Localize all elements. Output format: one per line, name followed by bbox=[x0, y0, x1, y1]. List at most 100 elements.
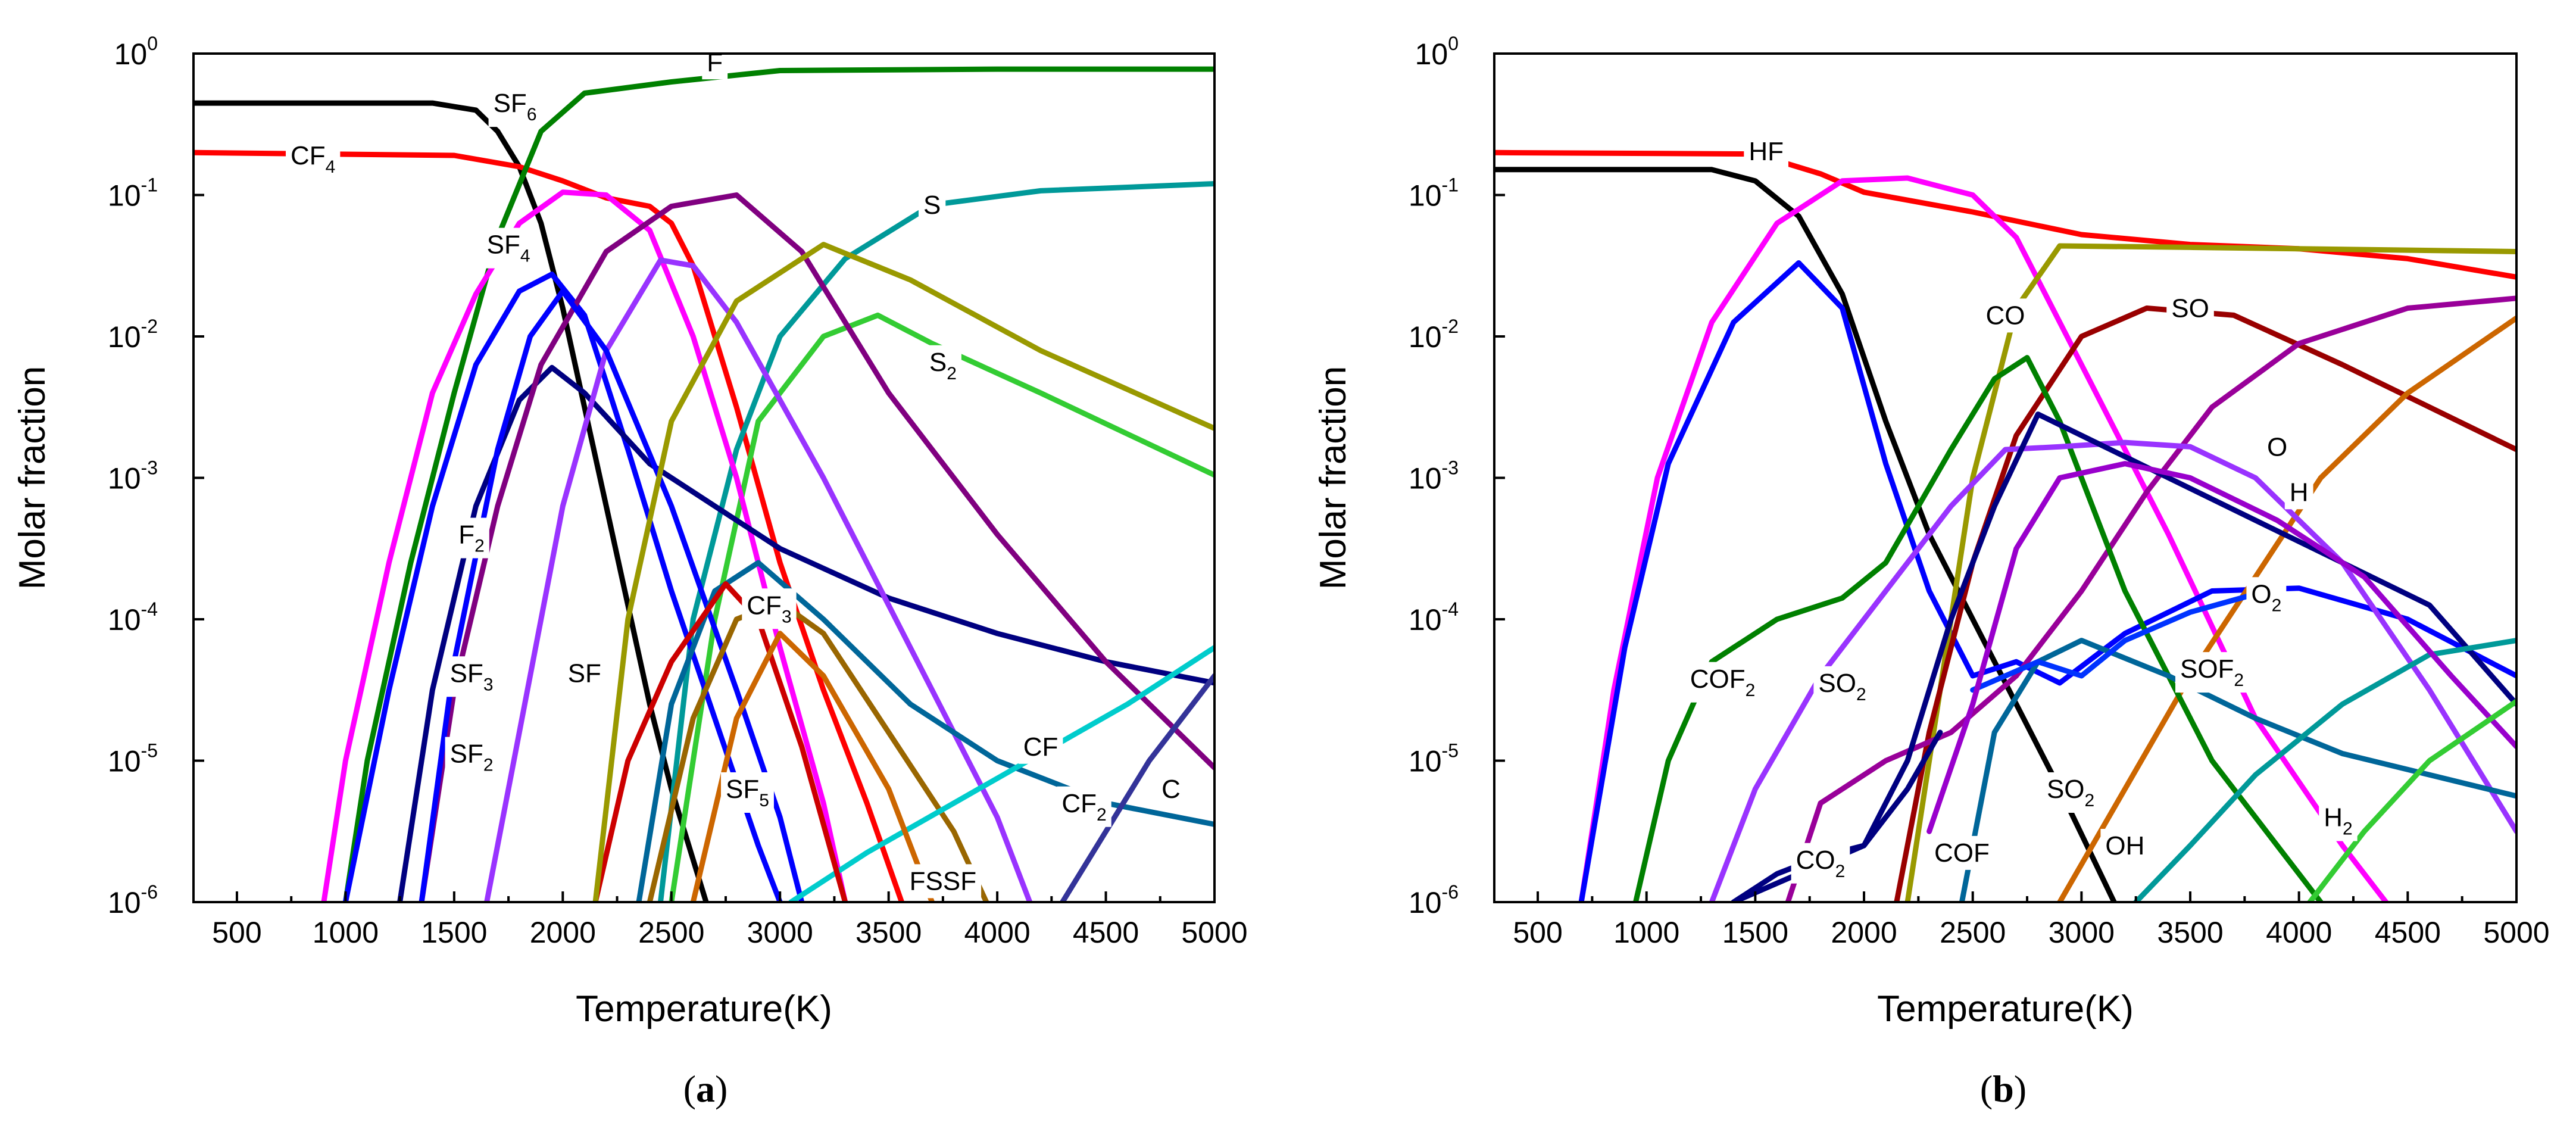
svg-text:CF4: CF4 bbox=[291, 141, 335, 177]
series-label-cf3: CF3 bbox=[742, 588, 797, 629]
series-label-so: SO bbox=[2166, 291, 2214, 326]
series-line-o2 bbox=[1970, 588, 2269, 693]
series-line-h2 bbox=[2307, 698, 2516, 902]
svg-text:H: H bbox=[2290, 478, 2309, 507]
svg-text:O2: O2 bbox=[2251, 579, 2281, 615]
series-label-c: C bbox=[1157, 772, 1185, 806]
series-label-cof: COF bbox=[1929, 835, 1994, 870]
series-line-sf2 bbox=[419, 192, 1214, 902]
series-line-oh bbox=[2133, 638, 2516, 902]
y-tick-label: 10-4 bbox=[1409, 598, 1459, 637]
y-tick-label: 10-3 bbox=[108, 457, 158, 495]
series-line-so bbox=[1894, 305, 2516, 902]
series-line-cf3 bbox=[647, 600, 989, 902]
svg-text:CF3: CF3 bbox=[747, 591, 791, 626]
y-tick-label: 10-5 bbox=[108, 740, 158, 778]
x-tick-label: 3500 bbox=[855, 916, 922, 949]
series-line-cf2 bbox=[636, 560, 1214, 902]
series-label-sf6: SF6 bbox=[488, 86, 542, 127]
x-tick-label: 5000 bbox=[1181, 916, 1247, 949]
y-tick-label: 10-1 bbox=[108, 174, 158, 213]
x-tick-label: 2000 bbox=[1831, 916, 1897, 949]
svg-text:SOF2: SOF2 bbox=[2180, 654, 2244, 690]
y-tick-label: 100 bbox=[114, 33, 158, 71]
svg-text:SO2: SO2 bbox=[1818, 669, 1866, 704]
y-axis-title: Molar fraction bbox=[12, 366, 53, 590]
series-line-f bbox=[342, 66, 1214, 902]
series-line-cf bbox=[788, 645, 1214, 902]
svg-text:SO2: SO2 bbox=[2047, 775, 2094, 810]
panel-caption: (a) bbox=[683, 1068, 728, 1110]
svg-text:OH: OH bbox=[2105, 831, 2144, 860]
y-tick-label: 100 bbox=[1415, 33, 1459, 71]
series-label-h: H bbox=[2284, 475, 2313, 510]
svg-text:SF: SF bbox=[568, 659, 601, 688]
series-group bbox=[193, 66, 1214, 902]
x-tick-label: 2000 bbox=[530, 916, 596, 949]
series-label-sf2: SF2 bbox=[445, 737, 498, 778]
x-tick-label: 4000 bbox=[2266, 916, 2332, 949]
x-tick-label: 1000 bbox=[313, 916, 379, 949]
svg-text:F: F bbox=[707, 48, 723, 77]
x-tick-label: 1000 bbox=[1613, 916, 1679, 949]
x-tick-label: 4500 bbox=[1073, 916, 1139, 949]
svg-text:SF2: SF2 bbox=[450, 740, 494, 775]
series-label-o2: O2 bbox=[2246, 577, 2287, 618]
x-tick-label: 3000 bbox=[747, 916, 813, 949]
series-label-sf: SF bbox=[563, 656, 606, 691]
svg-text:FSSF: FSSF bbox=[910, 866, 976, 896]
svg-text:CF: CF bbox=[1023, 732, 1058, 762]
series-label-co2: CO2 bbox=[1791, 843, 1850, 884]
x-tick-label: 1500 bbox=[421, 916, 487, 949]
x-tick-label: 4000 bbox=[964, 916, 1030, 949]
y-tick-label: 10-6 bbox=[1409, 881, 1459, 919]
series-line-s2-line bbox=[592, 242, 1214, 902]
series-label-cf: CF bbox=[1018, 729, 1063, 764]
plot-frame bbox=[192, 52, 1216, 903]
series-label-o: O bbox=[2262, 430, 2293, 464]
svg-text:HF: HF bbox=[1748, 137, 1784, 166]
series-line-sf6 bbox=[193, 100, 709, 902]
svg-text:SF5: SF5 bbox=[726, 775, 769, 810]
panel-caption: (b) bbox=[1980, 1068, 2027, 1110]
x-tick-label: 500 bbox=[1513, 916, 1562, 949]
series-label-s: S bbox=[918, 188, 946, 223]
x-tick-label: 2500 bbox=[1940, 916, 2006, 949]
series-label-hf: HF bbox=[1744, 134, 1788, 169]
series-line-cof bbox=[1959, 638, 2516, 902]
svg-text:O: O bbox=[2267, 432, 2287, 461]
svg-text:S: S bbox=[923, 191, 941, 220]
series-line-h bbox=[2057, 315, 2516, 902]
series-label-s2: S2 bbox=[924, 345, 961, 386]
svg-text:H2: H2 bbox=[2324, 803, 2352, 839]
svg-text:SO: SO bbox=[2171, 294, 2209, 323]
svg-text:CO: CO bbox=[1986, 301, 2025, 330]
series-line-sof2 bbox=[1926, 461, 2516, 834]
series-label-cf2: CF2 bbox=[1057, 786, 1111, 827]
x-tick-label: 3000 bbox=[2049, 916, 2115, 949]
svg-text:CO2: CO2 bbox=[1796, 846, 1846, 881]
y-tick-label: 10-1 bbox=[1409, 174, 1459, 213]
series-label-f2: F2 bbox=[454, 517, 489, 559]
svg-text:COF2: COF2 bbox=[1690, 665, 1756, 700]
x-axis-title: Temperature(K) bbox=[576, 988, 832, 1030]
svg-text:C: C bbox=[1161, 775, 1181, 804]
series-label-f: F bbox=[702, 45, 728, 80]
x-tick-label: 500 bbox=[212, 916, 261, 949]
series-line-cf4 bbox=[193, 149, 905, 902]
svg-text:CF2: CF2 bbox=[1061, 789, 1106, 825]
series-label-sf4: SF4 bbox=[482, 227, 535, 269]
x-tick-label: 3500 bbox=[2157, 916, 2223, 949]
series-label-cf4: CF4 bbox=[286, 139, 341, 179]
svg-text:COF: COF bbox=[1934, 838, 1990, 868]
svg-text:SF6: SF6 bbox=[494, 89, 537, 124]
x-axis-title: Temperature(K) bbox=[1877, 988, 2134, 1030]
y-tick-label: 10-5 bbox=[1409, 740, 1459, 778]
y-tick-label: 10-2 bbox=[108, 316, 158, 354]
series-line-co bbox=[1904, 243, 2516, 902]
y-tick-label: 10-6 bbox=[108, 881, 158, 919]
series-line-o bbox=[1785, 295, 2516, 902]
svg-text:S2: S2 bbox=[929, 348, 957, 383]
